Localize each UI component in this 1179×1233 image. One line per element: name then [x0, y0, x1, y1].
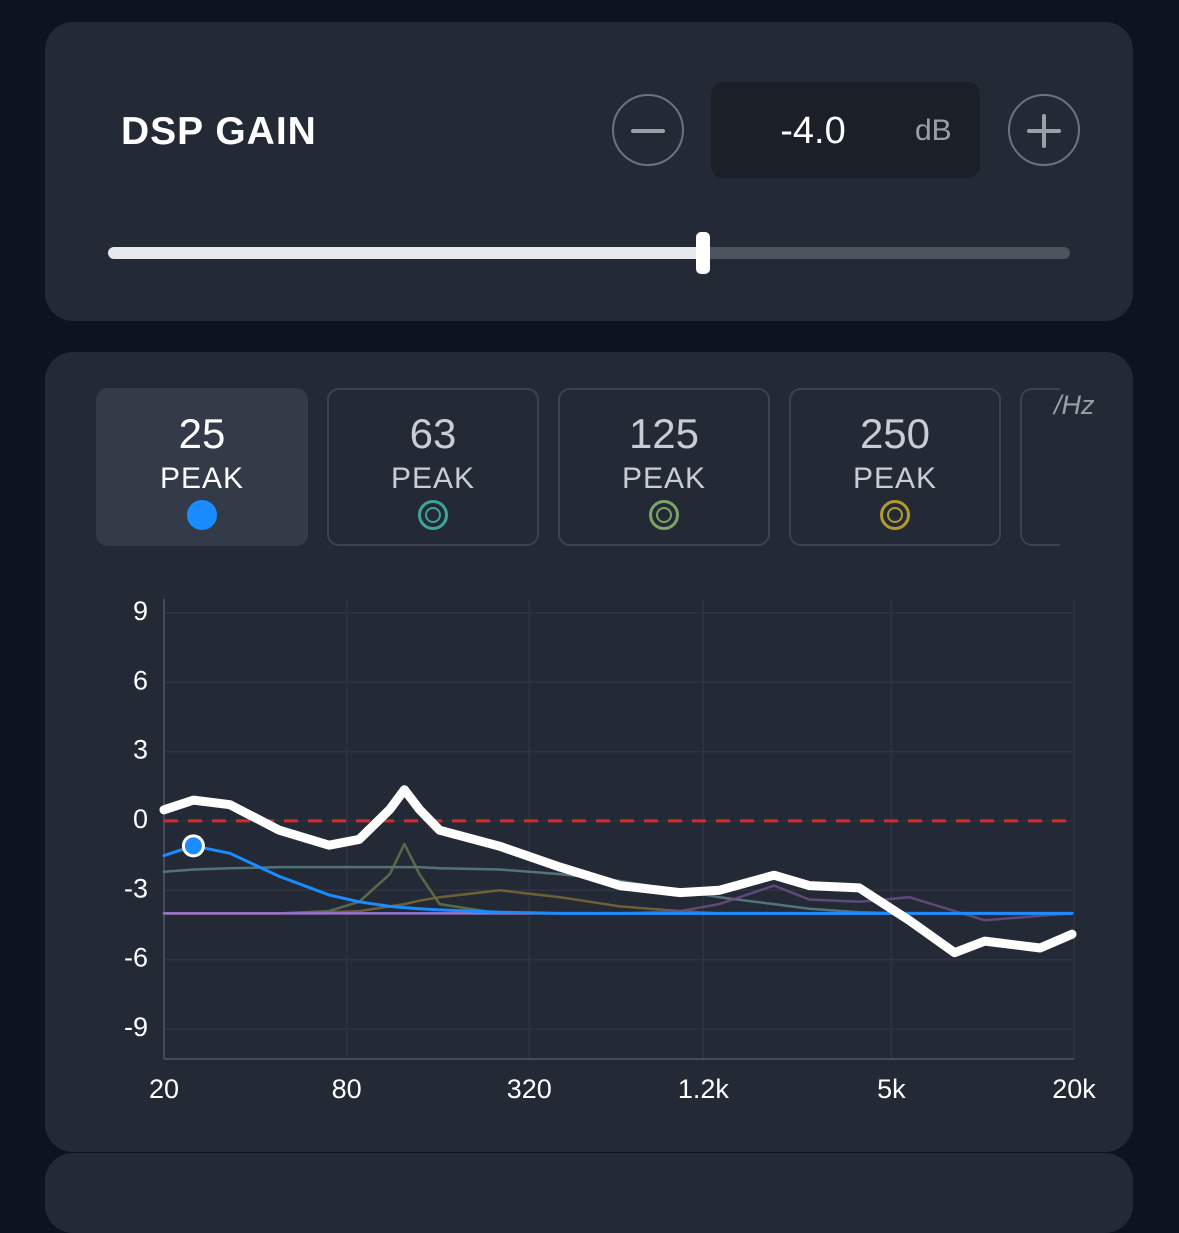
minus-button[interactable] [612, 94, 684, 166]
band-type: PEAK [390, 462, 476, 495]
gain-unit: dB [915, 114, 952, 147]
band-tab[interactable]: 25 PEAK [96, 388, 308, 546]
band-handle [181, 834, 205, 858]
band-indicator [187, 500, 217, 530]
band-frequency: 250 [859, 410, 931, 457]
x-tick-label: 5k [877, 1074, 906, 1104]
band-type: PEAK [621, 462, 707, 495]
band-tab[interactable]: 125 PEAK [558, 388, 770, 546]
band-indicator [418, 500, 448, 530]
gain-label: DSP GAIN [121, 110, 317, 153]
band-frequency: 125 [628, 410, 700, 457]
y-tick-label: -3 [124, 873, 148, 903]
y-tick-label: 3 [133, 735, 148, 765]
x-tick-label: 320 [507, 1074, 552, 1104]
slider-fill [108, 247, 703, 259]
y-tick-label: 9 [133, 596, 148, 626]
gain-value: -4.0 [780, 110, 846, 152]
band-tab[interactable]: 63 PEAK [327, 388, 539, 546]
gain-input[interactable] [711, 82, 980, 178]
band-unit: /Hz [1054, 390, 1095, 420]
y-tick-label: -9 [124, 1012, 148, 1042]
band-frequency: 25 [178, 410, 226, 457]
x-tick-label: 20 [149, 1074, 179, 1104]
page: DSP GAIN -4.0 dB 25 PEAK 63 PEAK 125 PEAK 250 P… [0, 0, 1179, 1200]
band-frequency: 63 [409, 410, 457, 457]
band-tab-partial[interactable] [1020, 388, 1060, 546]
band-tab[interactable]: 250 PEAK [789, 388, 1001, 546]
eq-curve [162, 889, 1074, 915]
y-tick-label: 6 [133, 665, 148, 695]
plus-button[interactable] [1008, 94, 1080, 166]
eq-chart: 9 6 3 0 -3 -6 -9 20 80 320 1.2k 5k 20k [124, 596, 1096, 1104]
slider-thumb[interactable] [696, 232, 710, 274]
x-tick-label: 80 [332, 1074, 362, 1104]
eq-curve [162, 842, 1074, 915]
y-tick-label: -6 [124, 943, 148, 973]
x-tick-label: 1.2k [678, 1074, 730, 1104]
y-tick-label: 0 [133, 804, 148, 834]
eq-curve [162, 844, 1074, 915]
band-type: PEAK [852, 462, 938, 495]
band-indicator [880, 500, 910, 530]
band-indicator [649, 500, 679, 530]
eq-curve [159, 785, 1077, 958]
x-tick-label: 20k [1052, 1074, 1096, 1104]
band-type: PEAK [159, 462, 245, 495]
